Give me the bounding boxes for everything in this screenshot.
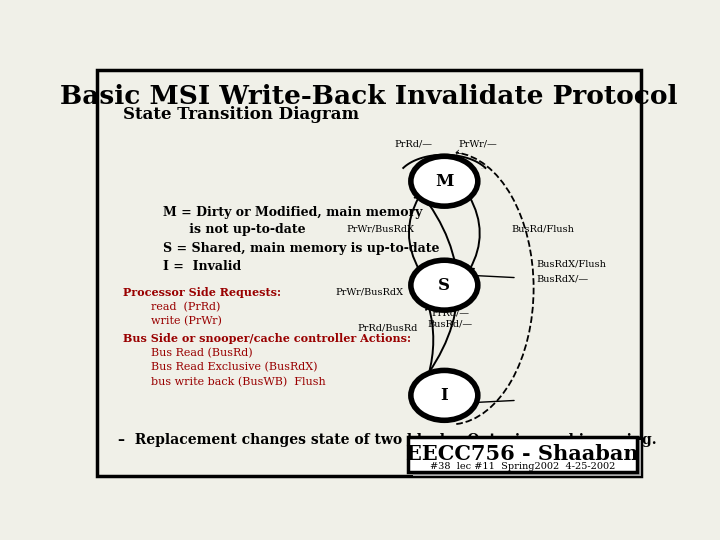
FancyBboxPatch shape: [413, 440, 642, 476]
Text: S: S: [438, 276, 450, 294]
Text: Bus Read (BusRd): Bus Read (BusRd): [124, 348, 253, 358]
Text: BusRdX/—: BusRdX/—: [536, 274, 588, 284]
Text: PrRd/BusRd: PrRd/BusRd: [358, 323, 418, 332]
Text: State Transition Diagram: State Transition Diagram: [124, 106, 359, 123]
Text: Processor Side Requests:: Processor Side Requests:: [124, 287, 282, 298]
Text: PrRd/—: PrRd/—: [395, 140, 433, 149]
Text: Basic MSI Write-Back Invalidate Protocol: Basic MSI Write-Back Invalidate Protocol: [60, 84, 678, 109]
Text: PrWr/BusRdX: PrWr/BusRdX: [347, 225, 415, 233]
Text: BusRd/—: BusRd/—: [428, 320, 472, 328]
Text: EECC756 - Shaaban: EECC756 - Shaaban: [406, 443, 639, 463]
Text: is not up-to-date: is not up-to-date: [163, 223, 305, 236]
Text: M: M: [435, 173, 454, 190]
Text: PrWr/—: PrWr/—: [459, 140, 498, 149]
Text: BusRd/Flush: BusRd/Flush: [511, 225, 574, 233]
FancyBboxPatch shape: [96, 70, 642, 476]
Text: BusRdX/Flush: BusRdX/Flush: [536, 260, 606, 269]
Circle shape: [411, 260, 478, 310]
FancyBboxPatch shape: [408, 437, 637, 472]
Text: PrWr/BusRdX: PrWr/BusRdX: [336, 287, 404, 296]
Text: Bus Read Exclusive (BusRdX): Bus Read Exclusive (BusRdX): [124, 362, 318, 373]
Text: PrRd/—: PrRd/—: [431, 308, 469, 317]
Text: Bus Side or snooper/cache controller Actions:: Bus Side or snooper/cache controller Act…: [124, 333, 412, 344]
Text: write (PrWr): write (PrWr): [124, 316, 222, 327]
Text: bus write back (BusWB)  Flush: bus write back (BusWB) Flush: [124, 377, 326, 387]
Text: S = Shared, main memory is up-to-date: S = Shared, main memory is up-to-date: [163, 241, 439, 254]
Circle shape: [411, 156, 478, 206]
Text: –  Replacement changes state of two blocks: Outgoing and incoming.: – Replacement changes state of two block…: [118, 433, 657, 447]
Text: M = Dirty or Modified, main memory: M = Dirty or Modified, main memory: [163, 206, 422, 219]
Text: I: I: [441, 387, 449, 404]
Circle shape: [411, 370, 478, 420]
Text: #38  lec #11  Spring2002  4-25-2002: #38 lec #11 Spring2002 4-25-2002: [430, 462, 615, 470]
Text: I =  Invalid: I = Invalid: [163, 260, 240, 273]
Text: read  (PrRd): read (PrRd): [124, 302, 221, 312]
